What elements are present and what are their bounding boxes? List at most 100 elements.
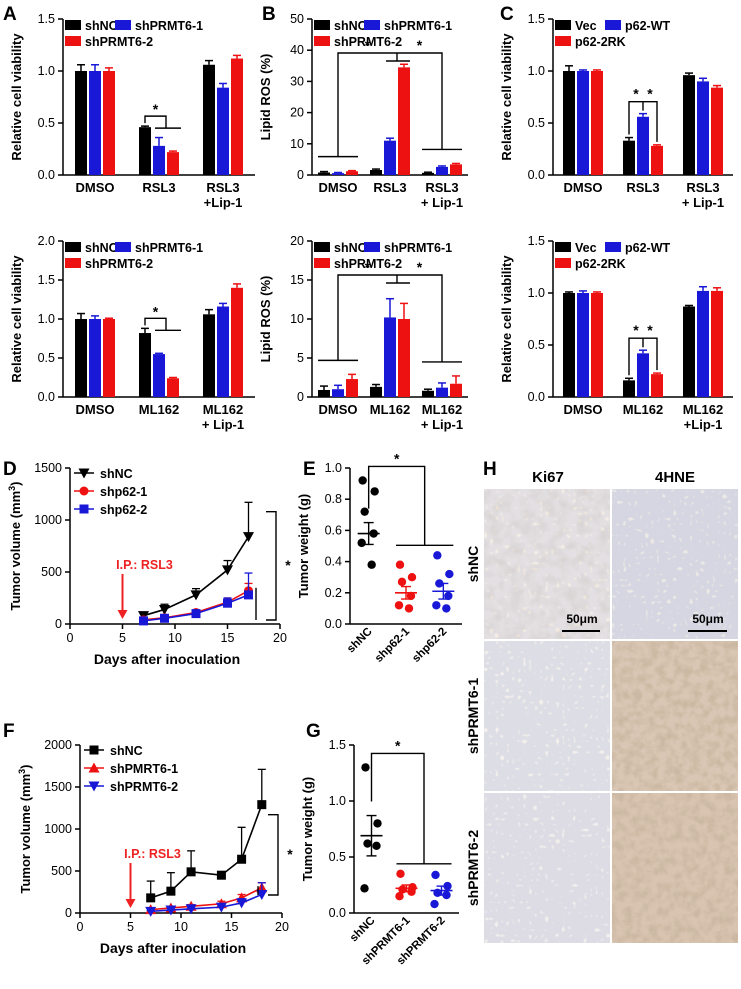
bar — [346, 379, 358, 397]
legend-swatch — [364, 242, 380, 252]
y-tick-label: 40 — [290, 43, 304, 57]
ihc-image-shnc-4hne — [612, 489, 738, 639]
y-tick-label: 5 — [297, 351, 304, 365]
panel-letter-d: D — [3, 459, 17, 480]
x-category-label: RSL3 — [142, 180, 175, 195]
data-point — [160, 613, 169, 623]
ihc-row-shprmt6-2: shPRMT6-2 — [465, 830, 481, 906]
bar — [89, 319, 101, 397]
legend-label: p62-2RK — [575, 35, 626, 49]
x-category-label: ML162 — [623, 402, 663, 417]
bar — [370, 170, 382, 175]
y-tick-label: 20 — [290, 106, 304, 120]
y-tick-label: 10 — [290, 137, 304, 151]
bar — [332, 173, 344, 175]
ihc-image-shnc-ki67 — [484, 489, 610, 639]
ihc-column-4hne: 4HNE — [655, 469, 695, 486]
data-point — [370, 487, 379, 496]
significance-bracket — [628, 100, 644, 135]
data-point — [443, 881, 452, 891]
data-point — [444, 591, 453, 601]
bar — [577, 71, 589, 175]
legend-swatch — [605, 242, 621, 252]
significance-star: * — [153, 101, 159, 117]
bar — [167, 378, 179, 397]
data-point — [145, 906, 157, 917]
data-point — [223, 598, 232, 608]
x-category-label: ML162 — [370, 402, 410, 417]
y-tick-label: 1.5 — [38, 273, 55, 287]
legend-swatch — [65, 20, 81, 30]
data-point — [394, 601, 404, 610]
scale-bar-label-ki67: 50μm — [566, 612, 597, 626]
data-point — [361, 763, 370, 772]
y-tick-label: 15 — [290, 273, 304, 287]
significance-bracket — [337, 274, 443, 362]
bar — [332, 389, 344, 397]
legend-label: Vec — [575, 19, 597, 33]
significance-star: * — [285, 557, 291, 573]
bar — [203, 314, 215, 397]
x-tick-label: 20 — [273, 631, 287, 645]
ihc-image-shprmt6-1-ki67 — [484, 641, 610, 791]
ihc-row-shnc: shNC — [465, 546, 481, 583]
data-point — [79, 486, 89, 496]
y-axis-label: Tumor weight (g) — [296, 494, 311, 598]
bar — [139, 333, 151, 397]
legend-swatch — [314, 258, 330, 268]
chart-d-tumor-volume: 0 500 1000 1500 Tumor volume (mm3) 0 5 10 15 20 Da… — [7, 461, 291, 667]
x-category-label: RSL3 — [425, 180, 458, 195]
x-category-label: DMSO — [564, 180, 603, 195]
y-axis-label: Tumor volume (mm3) — [17, 764, 33, 893]
legend-swatch — [115, 242, 131, 252]
data-point — [445, 569, 454, 579]
panel-letter-g: G — [306, 721, 321, 742]
chart-c-top: 0.0 0.5 1.0 1.5 Relative cell viability DMSO R… — [499, 12, 733, 210]
legend-swatch — [65, 242, 81, 252]
y-tick-label: 2000 — [44, 738, 72, 752]
bar — [422, 390, 434, 397]
y-tick-label: 0 — [297, 168, 304, 182]
x-category-label: + Lip-1 — [421, 195, 463, 210]
data-point — [88, 781, 100, 792]
y-tick-label: 1000 — [34, 513, 62, 527]
y-axis-label: Tumor weight (g) — [300, 777, 315, 881]
bar — [398, 319, 410, 397]
data-point — [357, 538, 366, 548]
chart-a-bottom: 0.0 0.5 1.0 1.5 2.0 Relative cell viability DM… — [9, 234, 255, 432]
data-point — [191, 609, 201, 619]
x-category-label: RSL3 — [626, 180, 659, 195]
data-point — [395, 560, 405, 569]
bar — [422, 172, 434, 175]
bar — [231, 58, 243, 175]
x-category-label: RSL3 — [686, 180, 719, 195]
y-tick-label: 0.5 — [528, 338, 545, 352]
significance-star: * — [365, 259, 371, 275]
data-point — [139, 616, 148, 626]
legend-swatch — [555, 242, 571, 252]
significance-star: * — [417, 37, 423, 53]
x-category-label: DMSO — [564, 402, 603, 417]
x-category-label: shNC — [348, 915, 378, 945]
x-category-label: + Lip-1 — [682, 195, 724, 210]
bar — [384, 140, 396, 175]
bar — [217, 87, 229, 175]
x-category-label: ML162 — [139, 402, 179, 417]
annotation-arrowhead — [125, 899, 136, 908]
y-axis-label: Relative cell viability — [9, 33, 24, 161]
significance-bracket — [266, 510, 277, 621]
x-category-label: DMSO — [76, 180, 115, 195]
bar — [436, 387, 448, 397]
y-tick-label: 1.5 — [38, 12, 55, 26]
significance-star: * — [633, 322, 639, 338]
bar — [577, 293, 589, 397]
legend-label: shPRMT6-2 — [85, 35, 153, 49]
data-point — [79, 504, 89, 514]
bar — [563, 293, 575, 397]
bar — [217, 306, 229, 397]
bar — [384, 317, 396, 397]
data-point — [407, 573, 417, 582]
x-tick-label: 0 — [67, 631, 74, 645]
